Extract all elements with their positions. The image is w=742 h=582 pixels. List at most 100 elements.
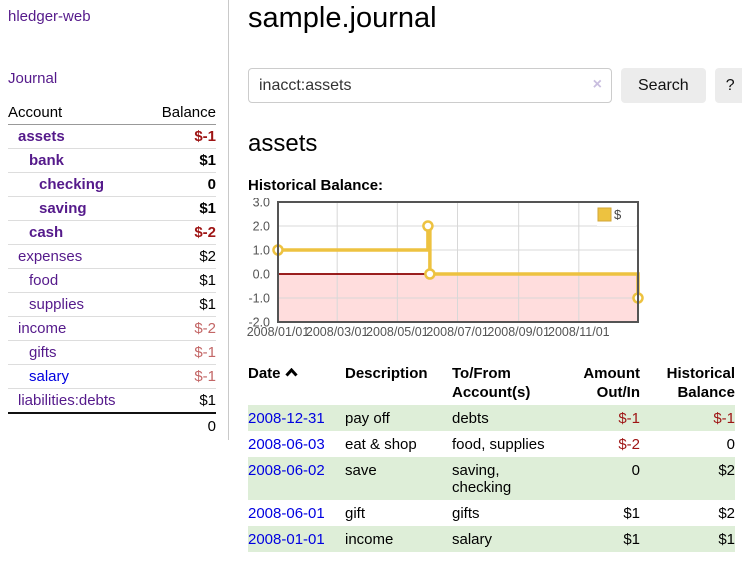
transaction-date-link[interactable]: 2008-01-01: [248, 531, 325, 548]
search-input[interactable]: [248, 68, 612, 103]
transaction-date-link[interactable]: 2008-06-02: [248, 462, 325, 479]
table-row: 2008-06-02 save saving, checking 0 $2: [248, 457, 735, 500]
accounts-total-row: 0: [8, 412, 216, 439]
balance-column-header: Balance: [146, 100, 216, 125]
transaction-balance: $1: [718, 531, 735, 548]
svg-text:2008/03/01: 2008/03/01: [306, 325, 369, 339]
transaction-description: income: [345, 531, 394, 548]
clear-search-icon[interactable]: ×: [592, 76, 602, 93]
transaction-date-link[interactable]: 2008-06-01: [248, 505, 325, 522]
account-link[interactable]: bank: [29, 152, 65, 169]
date-column-header[interactable]: Date: [248, 361, 345, 405]
balance-column-header: Historical Balance: [666, 365, 735, 401]
accounts-total-value: 0: [146, 412, 216, 439]
account-balance: $-1: [146, 364, 216, 389]
transaction-description: save: [345, 462, 377, 479]
tofrom-column-header: To/From Account(s): [452, 365, 531, 401]
account-link[interactable]: income: [18, 320, 67, 337]
sidebar: hledger-web Journal Account Balance asse…: [0, 0, 229, 440]
sort-ascending-icon: [284, 367, 298, 377]
svg-text:2008/11/01: 2008/11/01: [548, 325, 610, 339]
transaction-balance: $2: [718, 462, 735, 479]
search-button[interactable]: Search: [621, 68, 706, 103]
transaction-accounts: debts: [452, 410, 489, 427]
account-link[interactable]: expenses: [18, 248, 83, 265]
search-form: × Search ?: [248, 68, 742, 103]
svg-text:2008/05/01: 2008/05/01: [366, 325, 429, 339]
account-row: salary $-1: [8, 364, 216, 389]
account-link[interactable]: checking: [39, 176, 105, 193]
account-balance: $1: [146, 292, 216, 317]
account-link[interactable]: assets: [18, 128, 65, 145]
table-row: 2008-12-31 pay off debts $-1 $-1: [248, 405, 735, 431]
transaction-description: eat & shop: [345, 436, 417, 453]
svg-text:2008/07/01: 2008/07/01: [426, 325, 489, 339]
svg-text:2.0: 2.0: [253, 220, 270, 234]
register-table: Date Description To/From Account(s) Amou…: [248, 361, 735, 552]
account-row: bank $1: [8, 148, 216, 173]
account-row: assets $-1: [8, 124, 216, 149]
account-row: income $-2: [8, 316, 216, 341]
account-link[interactable]: salary: [29, 368, 70, 385]
transaction-amount: 0: [631, 462, 640, 479]
table-row: 2008-06-01 gift gifts $1 $2: [248, 500, 735, 526]
account-balance: 0: [146, 172, 216, 197]
accounts-table-header: Account Balance: [8, 100, 216, 125]
account-link[interactable]: saving: [39, 200, 87, 217]
account-link[interactable]: gifts: [29, 344, 57, 361]
amount-column-header: Amount Out/In: [583, 365, 640, 401]
account-row: food $1: [8, 268, 216, 293]
main-content: sample.journal × Search ? assets Histori…: [247, 0, 742, 552]
account-row: checking 0: [8, 172, 216, 197]
transaction-amount: $1: [623, 505, 640, 522]
account-balance: $2: [146, 244, 216, 269]
transaction-balance: 0: [726, 436, 735, 453]
account-balance: $1: [146, 268, 216, 293]
sidebar-item-journal[interactable]: Journal: [8, 70, 58, 87]
transaction-amount: $-1: [618, 410, 640, 427]
account-row: gifts $-1: [8, 340, 216, 365]
transaction-description: pay off: [345, 410, 390, 427]
transaction-balance: $2: [718, 505, 735, 522]
account-balance: $-2: [146, 220, 216, 245]
app-title-link[interactable]: hledger-web: [8, 8, 91, 25]
transaction-accounts: saving, checking: [452, 462, 512, 496]
account-balance: $1: [146, 148, 216, 173]
svg-text:1.0: 1.0: [253, 244, 270, 258]
account-link[interactable]: supplies: [29, 296, 85, 313]
transaction-accounts: gifts: [452, 505, 480, 522]
account-balance: $1: [146, 388, 216, 414]
transaction-amount: $-2: [618, 436, 640, 453]
transaction-accounts: food, supplies: [452, 436, 545, 453]
register-header-row: Date Description To/From Account(s) Amou…: [248, 361, 735, 405]
account-page-title: assets: [248, 130, 318, 157]
account-balance: $-2: [146, 316, 216, 341]
svg-text:-1.0: -1.0: [248, 292, 270, 306]
account-row: expenses $2: [8, 244, 216, 269]
transaction-balance: $-1: [713, 410, 735, 427]
transaction-date-link[interactable]: 2008-12-31: [248, 410, 325, 427]
account-balance: $-1: [146, 340, 216, 365]
svg-text:$: $: [614, 207, 622, 222]
table-row: 2008-06-03 eat & shop food, supplies $-2…: [248, 431, 735, 457]
description-column-header: Description: [345, 365, 428, 382]
account-column-header: Account: [8, 100, 147, 125]
account-link[interactable]: liabilities:debts: [18, 392, 116, 409]
account-link[interactable]: food: [29, 272, 59, 289]
svg-text:3.0: 3.0: [253, 198, 270, 210]
transaction-date-link[interactable]: 2008-06-03: [248, 436, 325, 453]
account-row: liabilities:debts $1: [8, 388, 216, 414]
account-row: saving $1: [8, 196, 216, 221]
historical-balance-chart: $3.0 2.0 1.0 0.0 -1.0 -2.02008/01/012008/03/0…: [247, 198, 644, 339]
transaction-description: gift: [345, 505, 366, 522]
svg-text:2008/01/01: 2008/01/01: [247, 325, 310, 339]
transaction-amount: $1: [623, 531, 640, 548]
chart-label: Historical Balance:: [248, 177, 384, 194]
help-button[interactable]: ?: [714, 68, 742, 103]
transaction-accounts: salary: [452, 531, 493, 548]
svg-text:0.0: 0.0: [253, 268, 270, 282]
svg-text:2008/09/01: 2008/09/01: [487, 325, 550, 339]
page-title: sample.journal: [248, 2, 437, 34]
table-row: 2008-01-01 income salary $1 $1: [248, 526, 735, 552]
account-link[interactable]: cash: [29, 224, 64, 241]
